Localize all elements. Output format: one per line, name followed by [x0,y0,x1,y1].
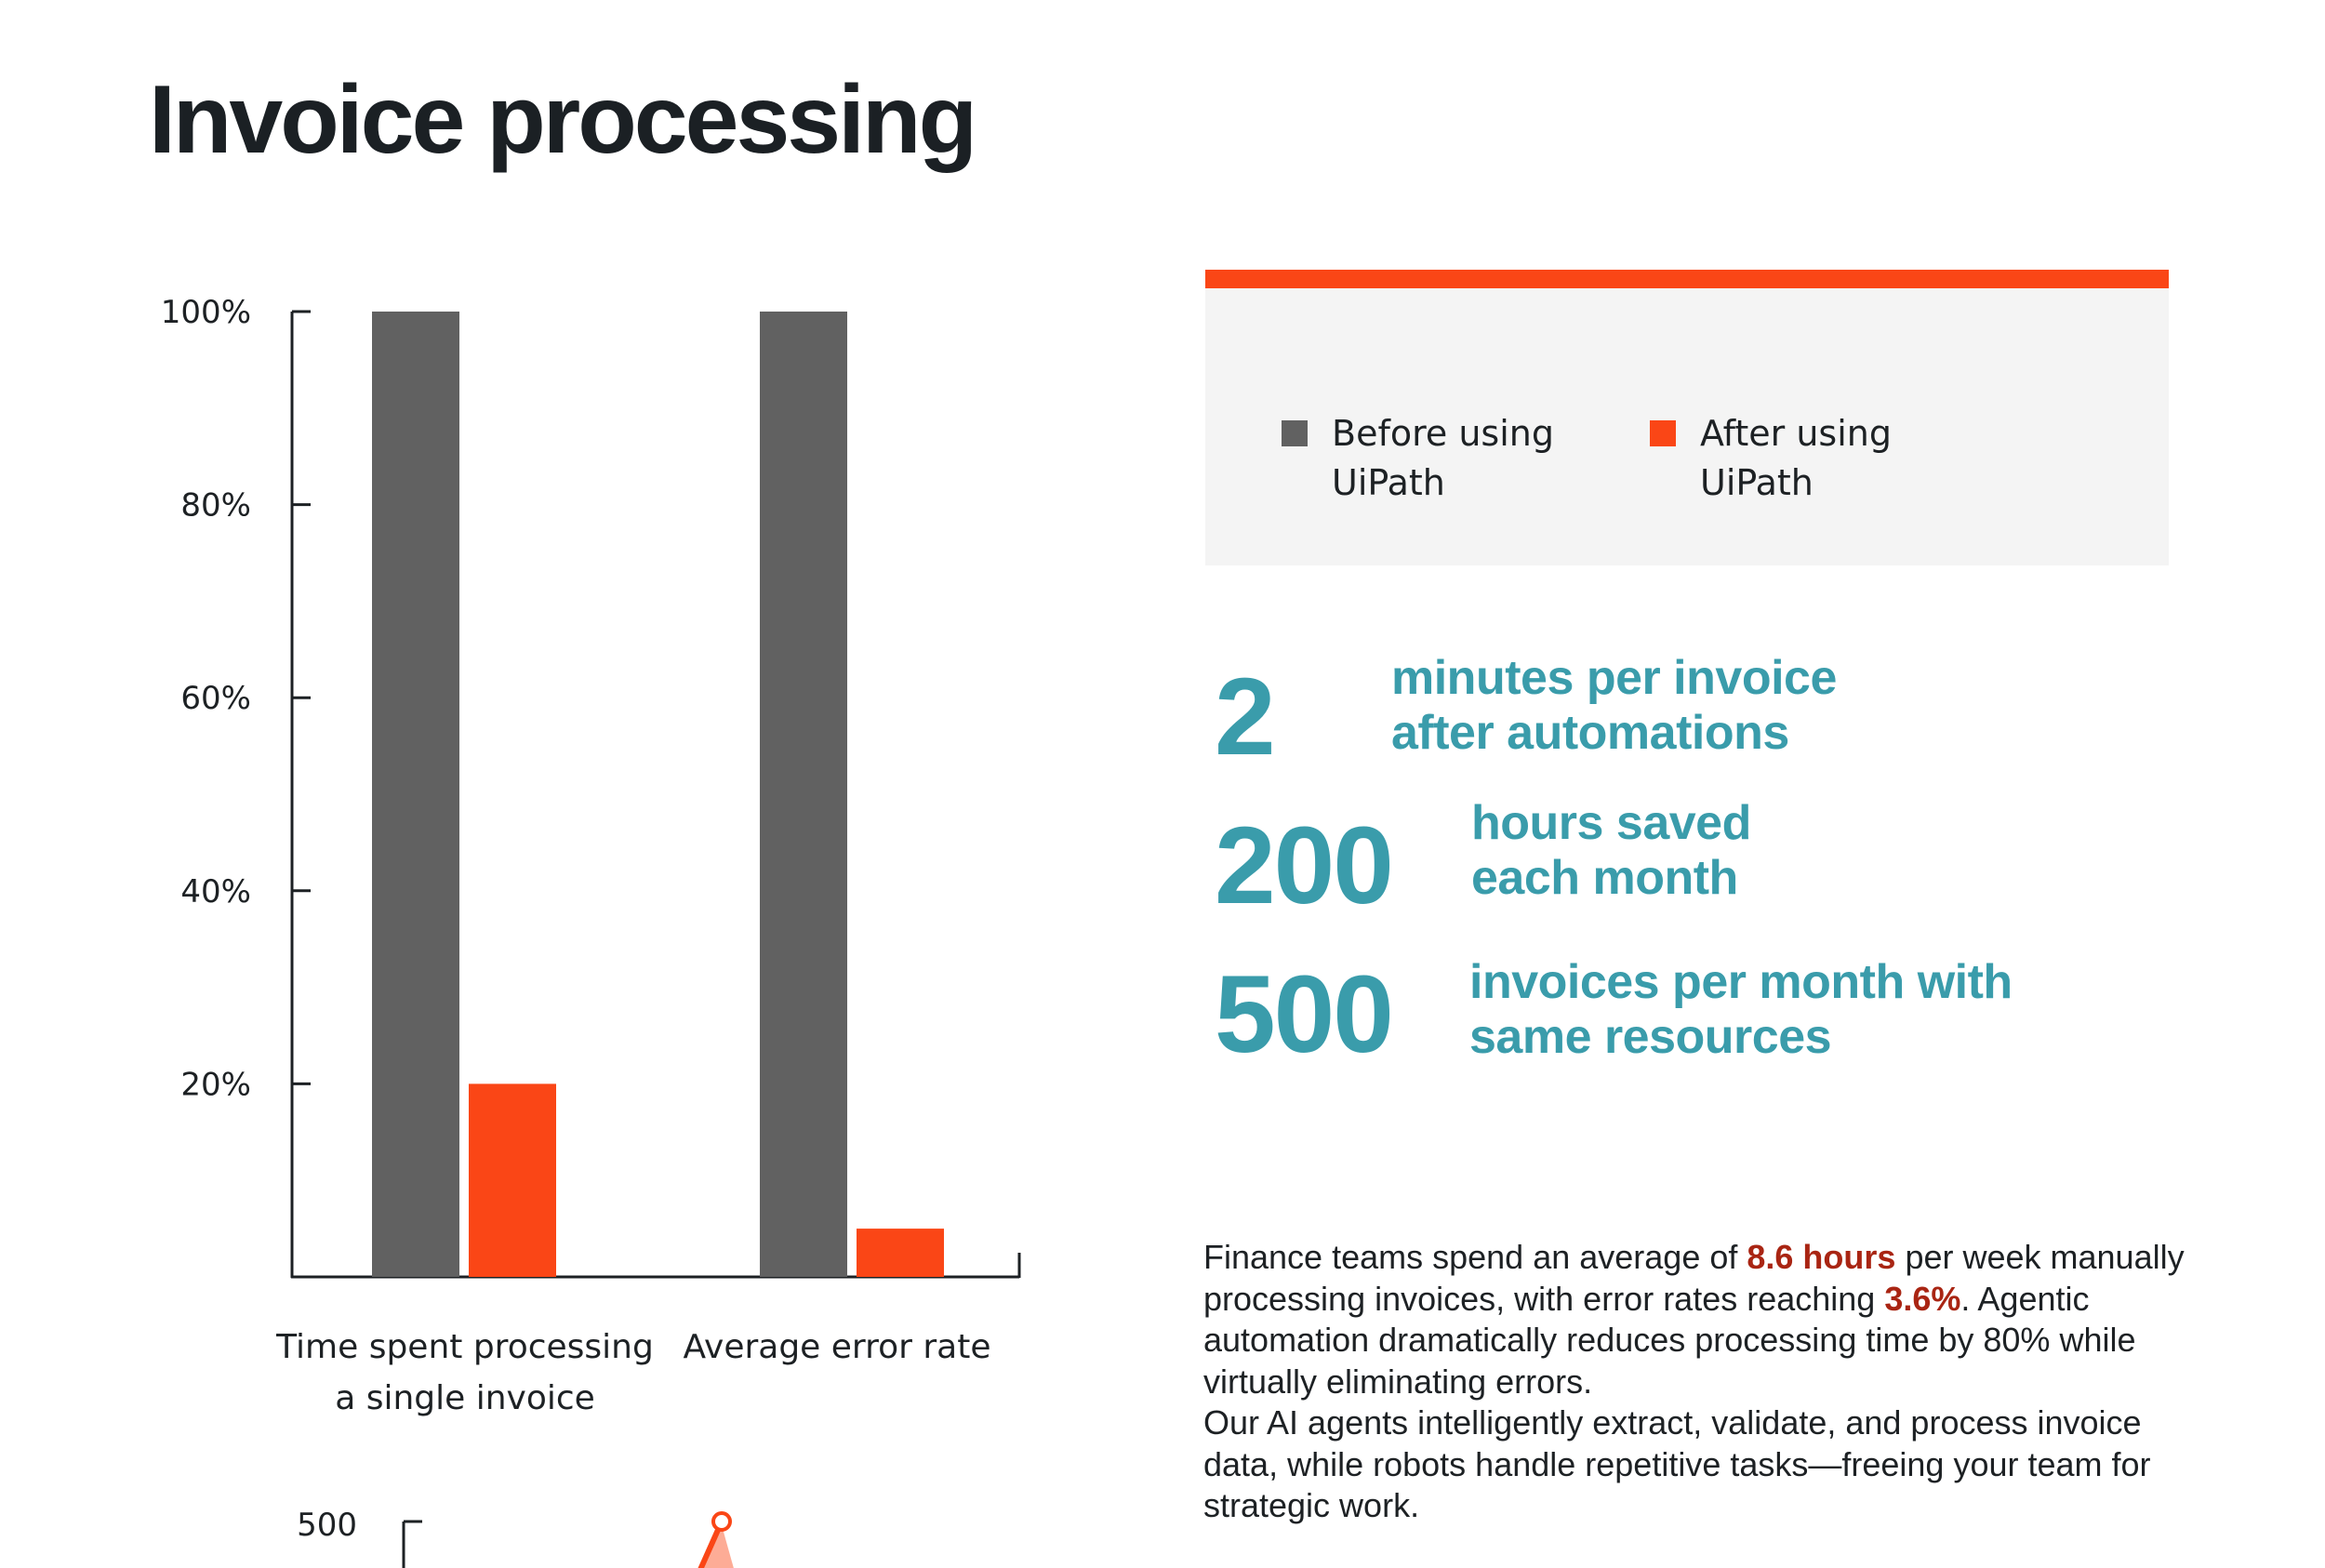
page-title: Invoice processing [149,66,977,174]
x-category-label: Average error rate [684,1328,991,1366]
bar-after [857,1229,944,1277]
stat-description-line: invoices per month with [1469,955,2013,1009]
legend-swatch-before [1282,420,1308,446]
x-category-label: Time spent processing [275,1328,654,1366]
bar-before [372,312,459,1277]
legend-item-before: Before using UiPath [1282,409,1574,508]
body-text: Finance teams spend an average of [1203,1238,1747,1276]
stat-description-line: after automations [1391,706,1789,760]
y-tick-label: 40% [180,873,251,910]
stat-description: invoices per month with same resources [1469,955,2013,1065]
data-point [711,1511,732,1532]
legend-swatch-after [1650,420,1676,446]
y-tick-label: 500 [297,1507,357,1544]
y-tick-label: 80% [180,487,251,525]
stat-description-line: each month [1471,851,1738,905]
stat-description: minutes per invoice after automations [1391,651,1837,761]
body-copy: Finance teams spend an average of 8.6 ho… [1203,1237,2208,1527]
stat-description-line: same resources [1469,1010,1832,1064]
stat-description-line: minutes per invoice [1391,651,1837,705]
bar-before [760,312,847,1277]
body-paragraph-2: Our AI agents intelligently extract, val… [1203,1403,2151,1524]
highlight-error-rate: 3.6% [1884,1279,1961,1318]
stat-value: 200 [1215,804,1394,927]
stat-value: 2 [1215,656,1276,778]
highlight-hours: 8.6 hours [1747,1238,1896,1276]
legend-label-after: After using UiPath [1700,413,1892,503]
legend-panel: Before using UiPath After using UiPath [1205,270,2169,565]
legend-label-before: Before using UiPath [1332,413,1554,503]
stat-description-line: hours saved [1471,796,1751,850]
y-tick-label: 20% [180,1066,251,1103]
body-paragraph-1: Finance teams spend an average of 8.6 ho… [1203,1237,2208,1402]
body-text: per week manually processing invoices, w… [1203,1238,2185,1318]
y-tick-label: 60% [180,680,251,717]
stat-value: 500 [1215,953,1394,1076]
x-category-label: a single invoice [335,1379,595,1417]
y-tick-label: 100% [161,294,251,331]
legend-item-after: After using UiPath [1650,409,1942,508]
area-fill [700,1525,734,1568]
bar-after [469,1083,556,1277]
stat-description: hours saved each month [1471,796,1751,906]
body-text: . Agentic automation dramatically reduce… [1203,1279,2136,1401]
